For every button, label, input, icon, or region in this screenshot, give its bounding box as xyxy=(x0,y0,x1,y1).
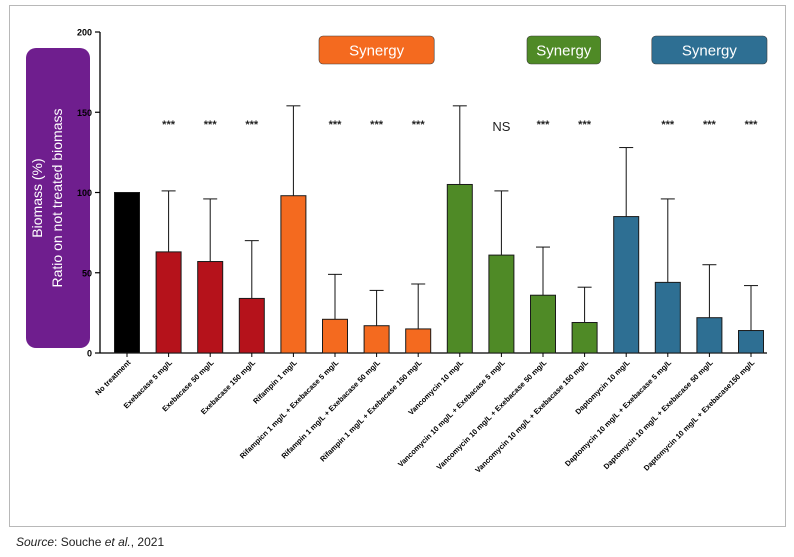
synergy-box xyxy=(318,35,435,65)
bar xyxy=(405,328,432,354)
synergy-box xyxy=(526,35,601,65)
y-tick-label: 200 xyxy=(77,28,92,38)
bar xyxy=(155,251,182,354)
significance-label: *** xyxy=(329,119,343,131)
bar xyxy=(280,195,307,354)
significance-label: *** xyxy=(204,119,218,131)
bar xyxy=(488,254,515,354)
significance-label: *** xyxy=(661,119,675,131)
source-year: , 2021 xyxy=(130,535,165,549)
significance-label: *** xyxy=(370,119,384,131)
bar xyxy=(696,317,723,354)
source-text: : Souche xyxy=(54,535,105,549)
significance-label: *** xyxy=(412,119,426,131)
bar xyxy=(197,261,224,354)
bar xyxy=(114,192,140,354)
bar xyxy=(738,330,764,354)
significance-label: *** xyxy=(537,119,551,131)
bar xyxy=(613,216,640,354)
source-caption: Source: Souche et al., 2021 xyxy=(16,535,164,549)
bar xyxy=(322,318,348,354)
source-etal: et al. xyxy=(104,535,131,549)
y-tick-label: 150 xyxy=(77,108,92,118)
y-tick-label: 50 xyxy=(82,268,92,278)
significance-label: *** xyxy=(578,119,592,131)
synergy-label: Synergy xyxy=(536,43,592,60)
source-prefix: Source xyxy=(16,535,55,549)
significance-label: NS xyxy=(492,119,510,134)
bar xyxy=(654,281,681,354)
x-tick-label: Rifampin 1 mg/L xyxy=(251,358,299,406)
y-tick-label: 0 xyxy=(87,349,92,359)
x-tick-label: No treatment xyxy=(93,358,132,397)
synergy-label: Synergy xyxy=(682,43,738,60)
y-tick-label: 100 xyxy=(77,188,92,198)
bar xyxy=(238,297,265,354)
bar xyxy=(446,183,473,354)
synergy-box xyxy=(651,35,768,65)
significance-label: *** xyxy=(245,119,259,131)
bar xyxy=(530,294,556,354)
y-axis-label-box xyxy=(26,48,90,348)
bar xyxy=(363,325,390,354)
synergy-label: Synergy xyxy=(349,43,405,60)
significance-label: *** xyxy=(703,119,717,131)
significance-label: *** xyxy=(745,119,759,131)
bar xyxy=(571,322,598,354)
significance-label: *** xyxy=(162,119,176,131)
